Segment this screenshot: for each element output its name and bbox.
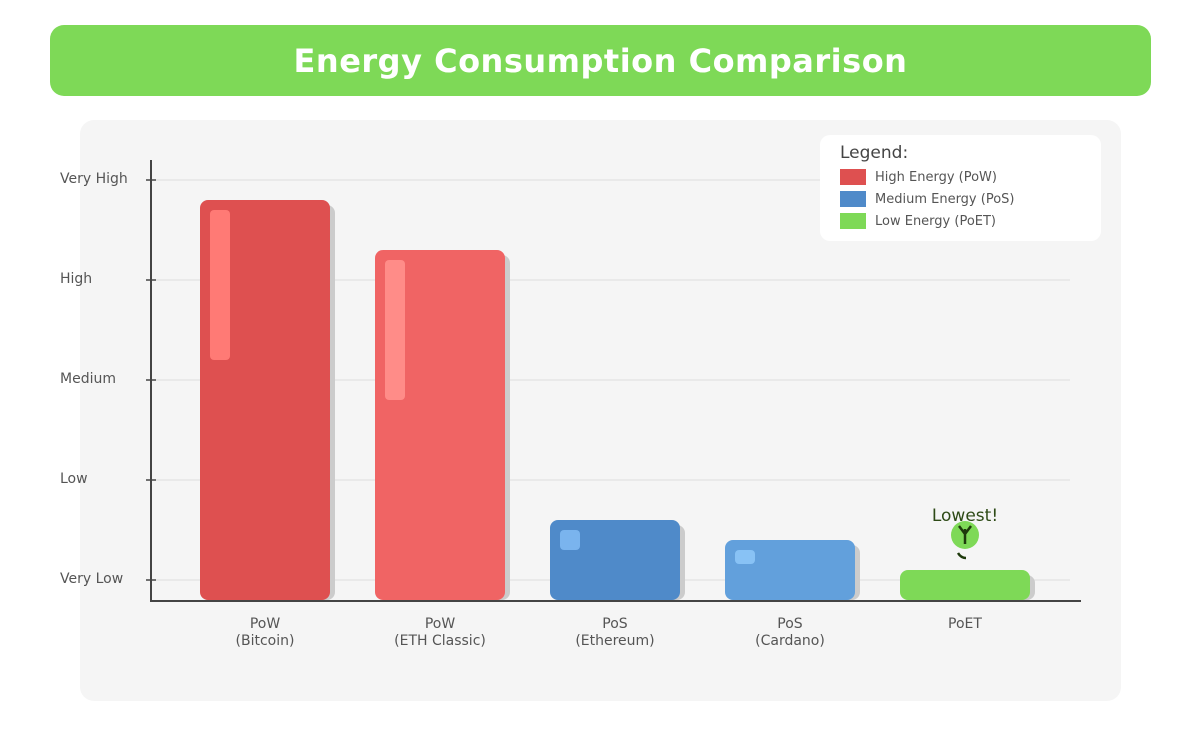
y-tick-label: Very Low xyxy=(60,571,123,587)
y-tick-label: Medium xyxy=(60,371,116,387)
x-tick-label: (ETH Classic) xyxy=(394,633,486,649)
bar xyxy=(200,200,330,600)
y-tick-label: Very High xyxy=(60,171,128,187)
x-tick-label: (Cardano) xyxy=(755,633,825,649)
x-tick-label: PoS xyxy=(602,616,628,632)
x-tick-label: (Ethereum) xyxy=(575,633,654,649)
x-tick-label: PoET xyxy=(948,616,982,632)
bar-highlight xyxy=(735,550,755,564)
legend-label: Medium Energy (PoS) xyxy=(875,191,1015,207)
legend-title: Legend: xyxy=(840,143,909,163)
legend-item-medium: Medium Energy (PoS) xyxy=(840,191,1014,207)
x-tick-label: PoW xyxy=(250,616,281,632)
bar-highlight xyxy=(385,260,405,400)
x-tick-label: PoW xyxy=(425,616,456,632)
bar xyxy=(375,250,505,600)
title-banner: Energy Consumption Comparison xyxy=(50,25,1151,96)
legend-swatch-medium xyxy=(840,191,866,207)
legend-swatch-high xyxy=(840,169,866,185)
bar xyxy=(725,540,855,600)
legend-label: High Energy (PoW) xyxy=(875,169,997,185)
bar-highlight xyxy=(560,530,580,550)
bar-highlight xyxy=(210,210,230,360)
y-tick-label: Low xyxy=(60,471,88,487)
chart-title: Energy Consumption Comparison xyxy=(293,41,908,80)
annotation-label: Lowest! xyxy=(932,506,998,526)
legend-item-high: High Energy (PoW) xyxy=(840,169,997,185)
x-tick-label: PoS xyxy=(777,616,803,632)
x-tick-label: (Bitcoin) xyxy=(236,633,295,649)
legend: Legend: High Energy (PoW) Medium Energy … xyxy=(820,135,1101,241)
bar xyxy=(900,570,1030,600)
legend-label: Low Energy (PoET) xyxy=(875,213,997,229)
sprout-stem xyxy=(958,525,972,544)
bar xyxy=(550,520,680,600)
legend-swatch-low xyxy=(840,213,866,229)
sprout-root xyxy=(956,552,967,560)
y-tick-label: High xyxy=(60,271,92,287)
legend-item-low: Low Energy (PoET) xyxy=(840,213,996,229)
